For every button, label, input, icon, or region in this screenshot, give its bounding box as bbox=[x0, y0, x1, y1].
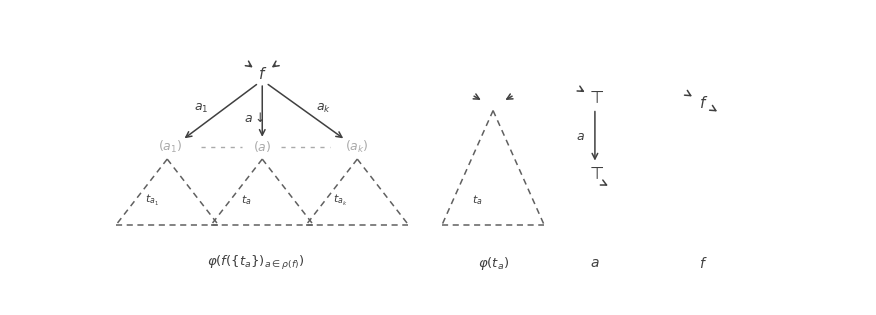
Text: $\top$: $\top$ bbox=[586, 89, 604, 107]
Text: $f$: $f$ bbox=[699, 256, 708, 271]
Text: $(a_1)$: $(a_1)$ bbox=[159, 139, 183, 155]
Text: $t_{a_1}$: $t_{a_1}$ bbox=[145, 193, 159, 208]
Text: $t_{a}$: $t_{a}$ bbox=[242, 193, 252, 207]
Text: $\varphi(f(\{t_a\})_{a\in\rho(f)})$: $\varphi(f(\{t_a\})_{a\in\rho(f)})$ bbox=[207, 255, 304, 272]
Text: $a_k$: $a_k$ bbox=[316, 102, 331, 115]
Text: $a$: $a$ bbox=[576, 129, 584, 142]
Text: $(a)$: $(a)$ bbox=[253, 140, 272, 154]
Text: $t_{a_k}$: $t_{a_k}$ bbox=[333, 193, 348, 208]
Text: $\top$: $\top$ bbox=[586, 165, 604, 183]
Text: $t_{a}$: $t_{a}$ bbox=[472, 193, 483, 207]
Text: $f$: $f$ bbox=[258, 66, 267, 82]
Text: $(a_k)$: $(a_k)$ bbox=[345, 139, 369, 155]
Text: $a \downarrow$: $a \downarrow$ bbox=[244, 111, 264, 125]
Text: $f$: $f$ bbox=[699, 95, 708, 111]
Text: $a$: $a$ bbox=[590, 256, 600, 270]
Text: $\varphi(t_a)$: $\varphi(t_a)$ bbox=[477, 255, 509, 272]
Text: $a_1$: $a_1$ bbox=[194, 102, 208, 115]
